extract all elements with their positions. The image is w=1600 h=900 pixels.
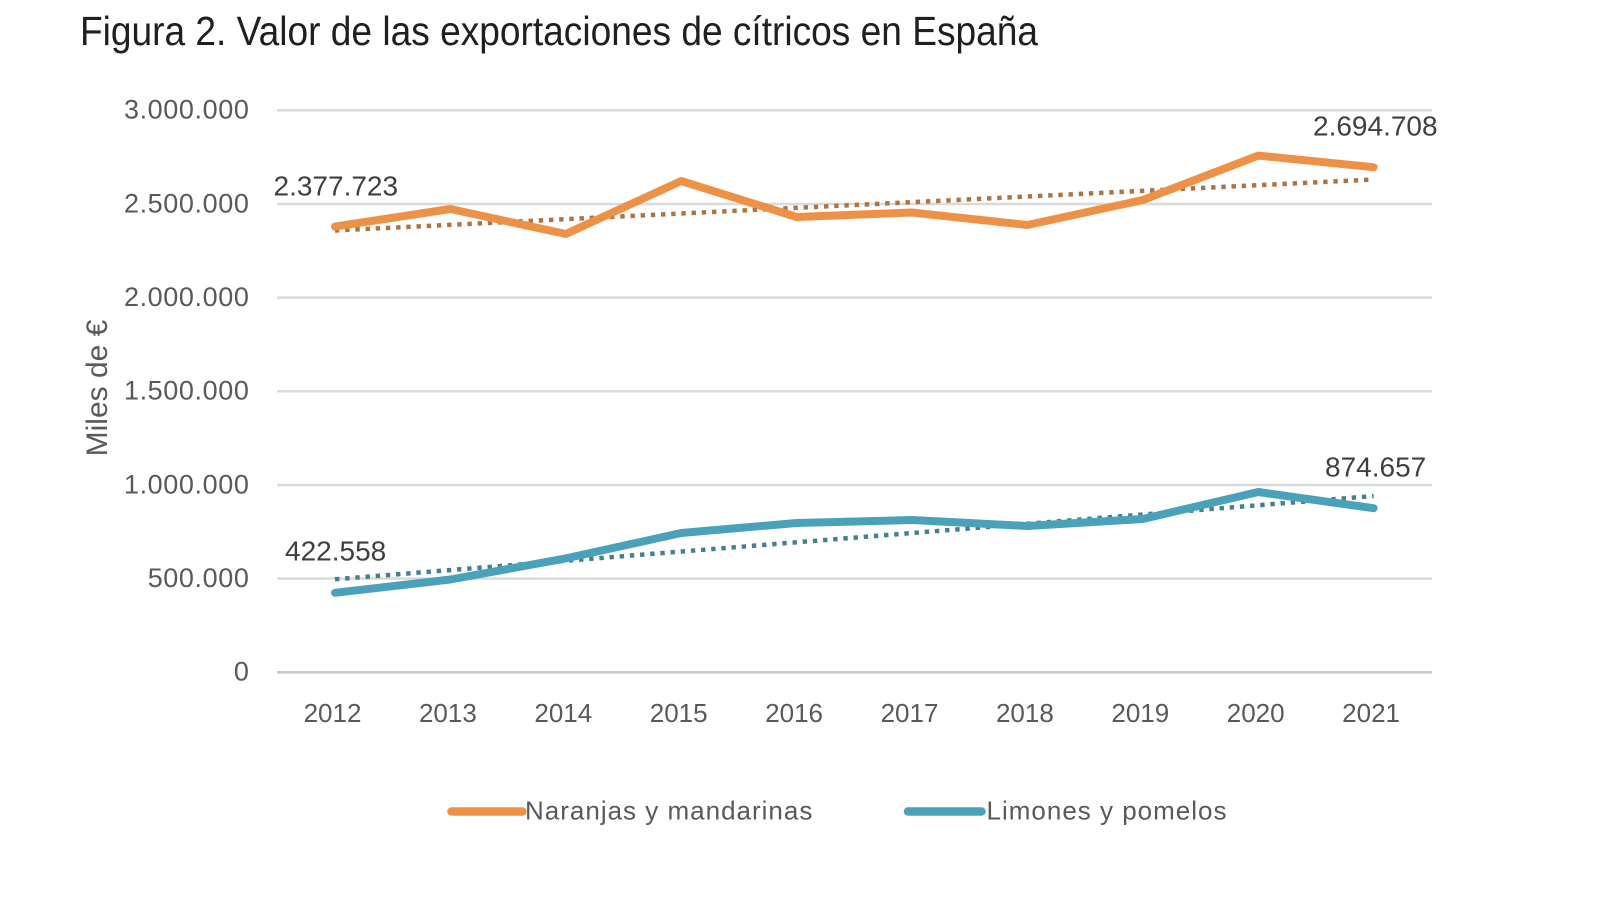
svg-text:2.500.000: 2.500.000 bbox=[124, 188, 250, 218]
svg-text:500.000: 500.000 bbox=[148, 563, 250, 593]
svg-text:2014: 2014 bbox=[534, 698, 592, 728]
svg-text:2017: 2017 bbox=[881, 698, 939, 728]
svg-text:2.377.723: 2.377.723 bbox=[274, 171, 399, 202]
svg-text:1.500.000: 1.500.000 bbox=[124, 376, 250, 406]
svg-text:2016: 2016 bbox=[765, 698, 823, 728]
svg-text:0: 0 bbox=[234, 657, 250, 687]
svg-text:1.000.000: 1.000.000 bbox=[124, 469, 250, 499]
svg-text:2021: 2021 bbox=[1342, 698, 1400, 728]
svg-text:2020: 2020 bbox=[1227, 698, 1285, 728]
svg-text:2013: 2013 bbox=[419, 698, 477, 728]
svg-text:2019: 2019 bbox=[1111, 698, 1169, 728]
svg-text:422.558: 422.558 bbox=[285, 536, 386, 567]
svg-text:2015: 2015 bbox=[650, 698, 708, 728]
svg-text:2012: 2012 bbox=[304, 698, 362, 728]
svg-text:Figura 2. Valor de las exporta: Figura 2. Valor de las exportaciones de … bbox=[80, 8, 1038, 54]
svg-text:Miles de €: Miles de € bbox=[81, 319, 114, 456]
svg-text:2.694.708: 2.694.708 bbox=[1313, 111, 1438, 142]
svg-text:Limones y pomelos: Limones y pomelos bbox=[987, 796, 1228, 826]
svg-text:3.000.000: 3.000.000 bbox=[124, 95, 250, 125]
svg-text:2.000.000: 2.000.000 bbox=[124, 282, 250, 312]
svg-text:Naranjas y mandarinas: Naranjas y mandarinas bbox=[525, 796, 813, 826]
svg-text:2018: 2018 bbox=[996, 698, 1054, 728]
svg-text:874.657: 874.657 bbox=[1325, 452, 1426, 483]
